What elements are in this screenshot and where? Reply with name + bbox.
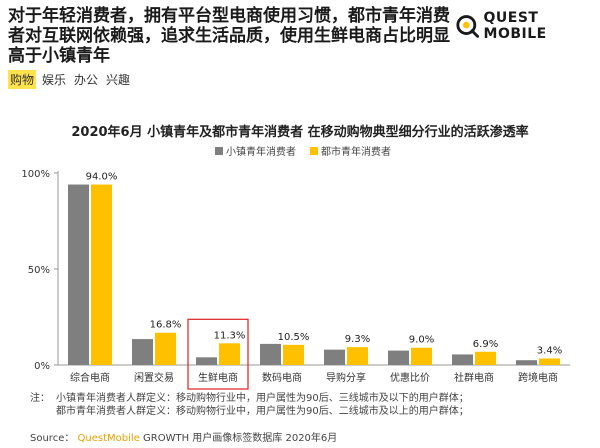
logo-icon — [456, 15, 480, 38]
highlight-box — [187, 318, 249, 390]
legend-swatch-gray — [215, 146, 223, 155]
data-label: 94.0% — [86, 172, 118, 183]
source-label: Source： — [30, 433, 75, 444]
bar-small-town — [260, 343, 281, 365]
y-tick-label: 100% — [21, 169, 50, 180]
data-label: 9.0% — [409, 335, 434, 346]
bar-urban — [347, 347, 368, 365]
data-label: 10.5% — [278, 332, 310, 343]
tag-shopping[interactable]: 购物 — [8, 70, 37, 89]
bar-chart: 100% 50% 0% 94.0% 综合电商 16.8% 闲置交易 11.3% 生鲜电商 10.5… — [21, 169, 570, 390]
bar-small-town — [68, 184, 89, 365]
headline: 对于年轻消费者，拥有平台型电商使用习惯，都市青年消费者对互联网依赖强，追求生活品… — [8, 6, 450, 66]
bar-small-town — [132, 339, 153, 365]
legend-item-small-town: 小镇青年消费者 — [215, 143, 296, 158]
legend-swatch-yellow — [310, 146, 318, 155]
data-label: 3.4% — [537, 345, 562, 356]
category-label: 社群电商 — [454, 371, 494, 384]
bar-small-town — [452, 354, 473, 365]
y-tick-label: 50% — [28, 265, 50, 276]
footnotes: 注： 小镇青年消费者人群定义：移动购物行业中，用户属性为90后、三线城市及以下的… — [30, 392, 469, 418]
category-label: 综合电商 — [70, 371, 110, 384]
source-brand: QuestMobile — [77, 433, 140, 444]
bar-urban — [539, 358, 560, 365]
bar-small-town — [388, 350, 409, 365]
bar-urban — [155, 332, 176, 365]
category-label: 跨境电商 — [518, 371, 558, 384]
category-label: 生鲜电商 — [198, 371, 238, 384]
legend-item-urban: 都市青年消费者 — [310, 143, 391, 158]
source-rest: GROWTH 用户画像标签数据库 2020年6月 — [143, 433, 338, 444]
notes-label: 注： — [30, 393, 50, 404]
data-label: 6.9% — [473, 339, 498, 350]
bar-urban — [411, 347, 432, 365]
category-label: 闲置交易 — [134, 371, 174, 384]
legend-label-urban: 都市青年消费者 — [321, 147, 391, 158]
bar-small-town — [516, 360, 537, 365]
bar-urban — [219, 343, 240, 365]
source-line: Source： QuestMobile GROWTH 用户画像标签数据库 202… — [30, 429, 337, 444]
questmobile-logo: QUEST MOBILE — [455, 10, 600, 42]
data-label: 9.3% — [345, 334, 370, 345]
note-line-2: 都市青年消费者人群定义：移动购物行业中，用户属性为90后、二线城市及以上的用户群… — [56, 406, 469, 417]
bar-urban — [283, 344, 304, 365]
tag-interest[interactable]: 兴趣 — [106, 73, 131, 87]
data-label: 11.3% — [214, 330, 246, 341]
bar-urban — [475, 351, 496, 365]
tag-office[interactable]: 办公 — [74, 73, 99, 87]
y-tick-label: 0% — [34, 361, 50, 372]
data-label: 16.8% — [150, 320, 182, 331]
note-line-1: 小镇青年消费者人群定义：移动购物行业中，用户属性为90后、三线城市及以下的用户群… — [56, 393, 469, 404]
chart-title: 2020年6月 小镇青年及都市青年消费者 在移动购物典型细分行业的活跃渗透率 — [71, 125, 529, 140]
tag-bar: 购物 娱乐 办公 兴趣 — [8, 70, 132, 89]
legend-label-small-town: 小镇青年消费者 — [226, 147, 296, 158]
bar-urban — [91, 184, 112, 365]
bar-small-town — [196, 357, 217, 365]
tag-entertainment[interactable]: 娱乐 — [42, 73, 67, 87]
chart-legend: 小镇青年消费者 都市青年消费者 — [215, 143, 391, 158]
logo-text: QUEST MOBILE — [483, 10, 547, 42]
category-label: 数码电商 — [262, 371, 302, 384]
category-label: 导购分享 — [326, 371, 366, 384]
category-label: 优惠比价 — [390, 371, 430, 384]
bar-small-town — [324, 349, 345, 365]
